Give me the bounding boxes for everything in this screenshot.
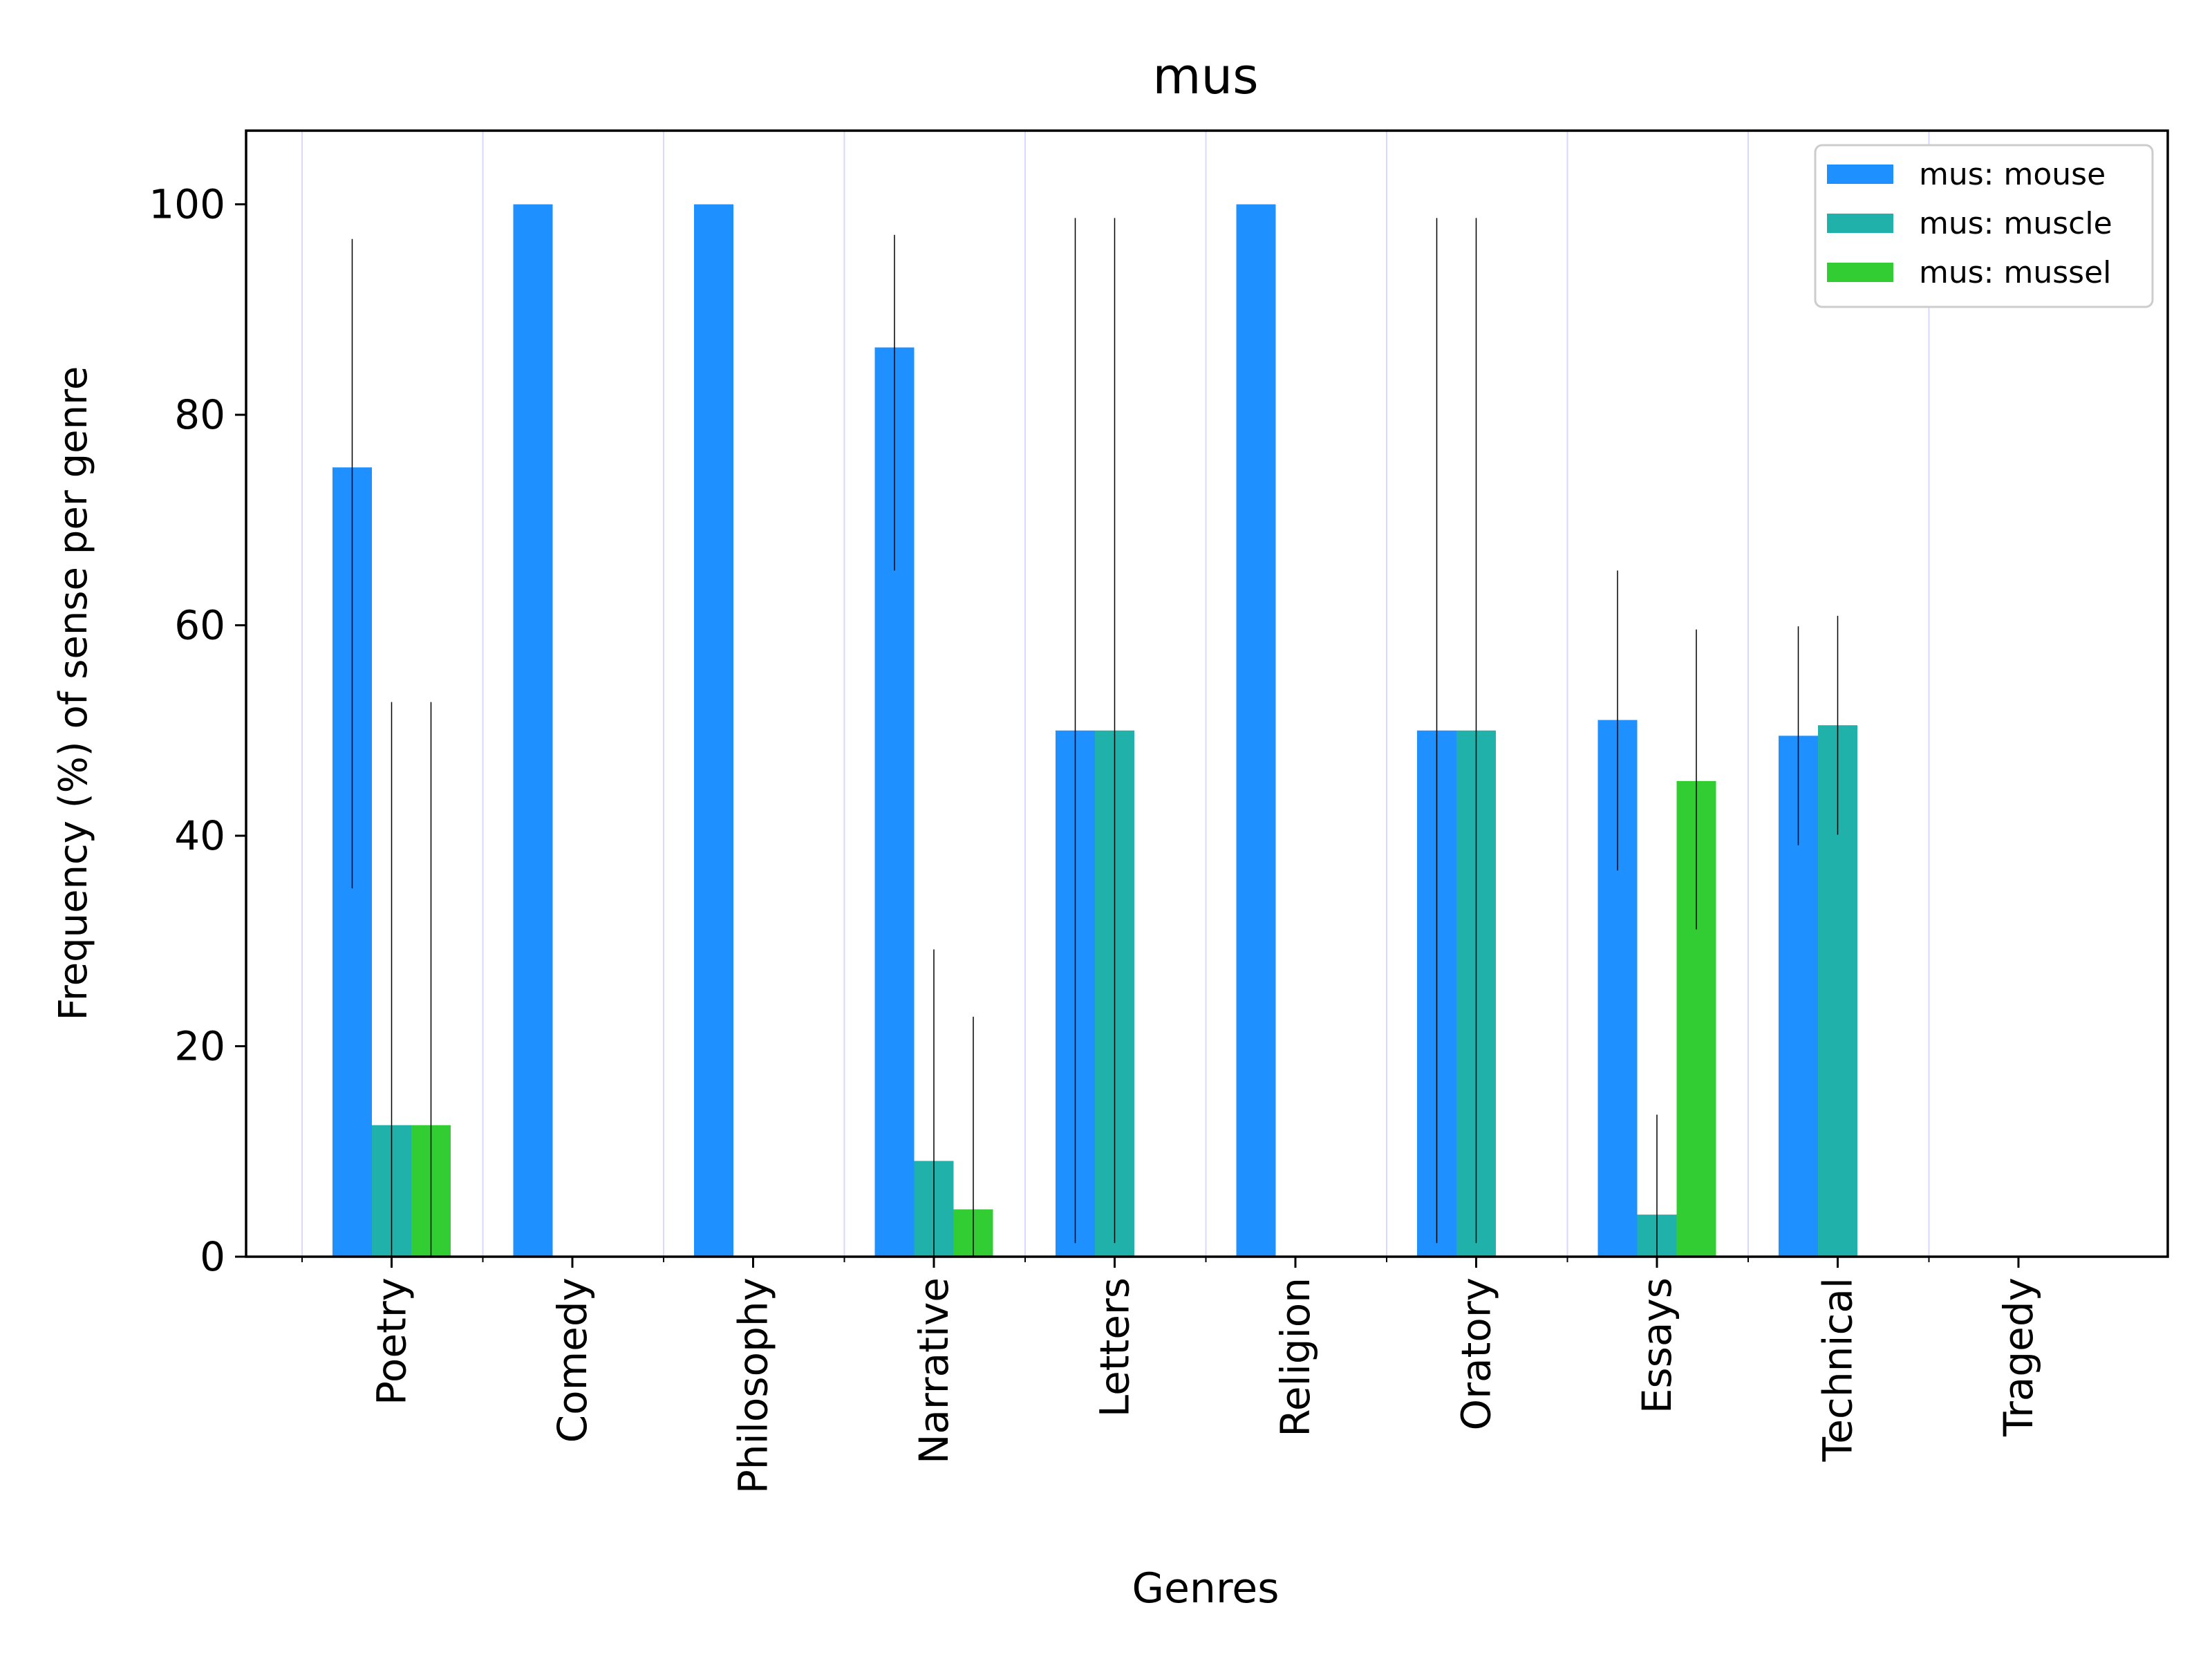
bar (513, 204, 553, 1257)
legend-swatch (1827, 263, 1893, 282)
legend-label: mus: muscle (1919, 206, 2112, 241)
bar (694, 204, 733, 1257)
legend-label: mus: mussel (1919, 255, 2111, 290)
y-tick-label: 100 (149, 181, 225, 228)
x-tick-label: Tragedy (1995, 1277, 2042, 1437)
x-tick-label: Religion (1272, 1277, 1319, 1437)
legend: mus: mouse mus: muscle mus: mussel (1814, 144, 2154, 308)
x-axis: Poetry Comedy Philosophy Narrative Letters Re… (301, 1257, 2042, 1494)
grid (301, 131, 1930, 1257)
y-tick-label: 20 (174, 1023, 225, 1070)
x-tick-label: Technical (1815, 1277, 1862, 1462)
y-axis: 0 20 40 60 80 100 (149, 181, 246, 1280)
legend-label: mus: mouse (1919, 157, 2106, 192)
plot-frame (245, 129, 2169, 1258)
x-tick-label: Oratory (1453, 1277, 1500, 1430)
x-tick-label: Essays (1633, 1277, 1680, 1414)
x-tick-label: Poetry (368, 1277, 415, 1405)
legend-box (1814, 144, 2154, 308)
bar (1236, 204, 1276, 1257)
x-tick-label: Comedy (549, 1277, 596, 1443)
y-tick-label: 60 (174, 602, 225, 649)
x-tick-label: Letters (1091, 1277, 1138, 1417)
x-tick-label: Narrative (910, 1277, 957, 1464)
legend-swatch (1827, 165, 1893, 184)
y-tick-label: 40 (174, 812, 225, 859)
y-tick-label: 0 (200, 1233, 225, 1280)
legend-swatch (1827, 214, 1893, 233)
x-axis-label: Genres (1132, 1564, 1280, 1613)
x-tick-label: Philosophy (730, 1277, 777, 1494)
error-bars (351, 218, 1839, 1257)
y-axis-label: Frequency (%) of sense per genre (51, 366, 96, 1021)
y-tick-label: 80 (174, 391, 225, 438)
chart-title: mus (1152, 47, 1258, 105)
